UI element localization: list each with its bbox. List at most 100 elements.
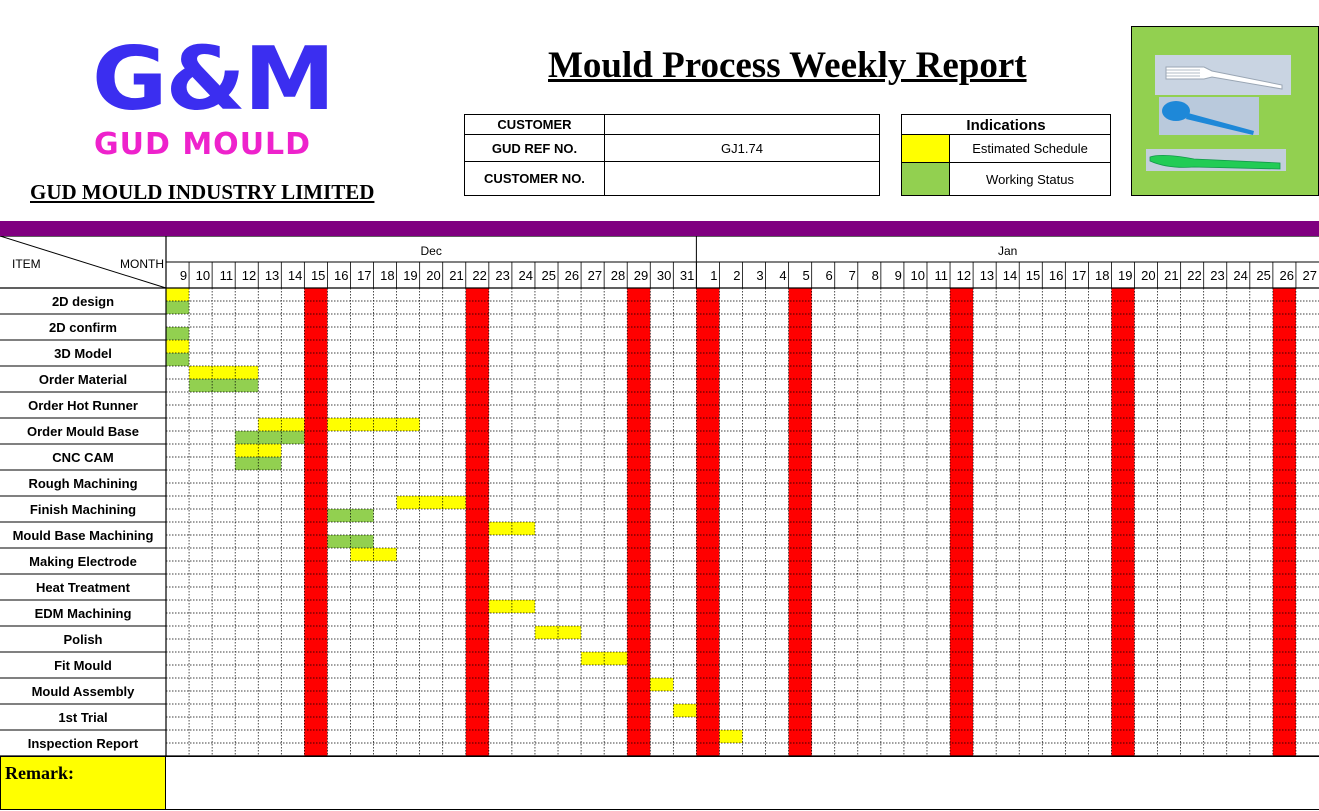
info-row-customer: CUSTOMER <box>465 115 879 135</box>
info-label: CUSTOMER <box>465 115 605 134</box>
process-item-label: Fit Mould <box>54 658 112 673</box>
legend-item-working: Working Status <box>902 163 1110 195</box>
day-label: 3 <box>756 268 763 283</box>
day-label: 9 <box>895 268 902 283</box>
working-bar <box>166 353 190 366</box>
day-label: 17 <box>1072 268 1086 283</box>
company-name: GUD MOULD INDUSTRY LIMITED <box>30 180 375 204</box>
working-swatch <box>902 163 950 195</box>
day-label: 18 <box>1095 268 1109 283</box>
day-label: 10 <box>911 268 925 283</box>
indications-legend: Indications Estimated Schedule Working S… <box>901 114 1111 196</box>
day-label: 20 <box>1141 268 1155 283</box>
day-label: 8 <box>872 268 879 283</box>
info-label: CUSTOMER NO. <box>465 162 605 195</box>
process-item-label: Finish Machining <box>30 502 136 517</box>
estimated-bar <box>719 730 743 743</box>
day-label: 12 <box>242 268 256 283</box>
process-item-label: Heat Treatment <box>36 580 131 595</box>
process-item-label: CNC CAM <box>52 450 113 465</box>
day-label: 23 <box>1210 268 1224 283</box>
spoon-icon <box>1162 101 1254 135</box>
process-item-label: Order Hot Runner <box>28 398 138 413</box>
day-label: 12 <box>957 268 971 283</box>
process-item-label: Mould Base Machining <box>13 528 154 543</box>
holiday-column <box>696 288 720 756</box>
knife-icon <box>1149 155 1281 170</box>
remark-field[interactable] <box>166 756 1319 810</box>
day-label: 14 <box>1003 268 1017 283</box>
process-item-label: Rough Machining <box>28 476 137 491</box>
customer-info-table: CUSTOMER GUD REF NO. GJ1.74 CUSTOMER NO. <box>464 114 880 196</box>
day-label: 11 <box>220 268 234 283</box>
day-label: 30 <box>657 268 671 283</box>
month-label: Jan <box>998 244 1017 258</box>
day-label: 26 <box>565 268 579 283</box>
day-label: 1 <box>710 268 717 283</box>
process-item-label: 1st Trial <box>58 710 107 725</box>
holiday-column <box>1272 288 1296 756</box>
day-label: 6 <box>826 268 833 283</box>
day-label: 5 <box>802 268 809 283</box>
day-label: 18 <box>380 268 394 283</box>
month-header-label: MONTH <box>120 257 164 271</box>
working-bar <box>166 301 190 314</box>
day-label: 21 <box>1164 268 1178 283</box>
process-item-label: Inspection Report <box>28 736 139 751</box>
customer-field[interactable] <box>605 115 879 134</box>
info-row-customer-no: CUSTOMER NO. <box>465 162 879 195</box>
process-item-label: Order Material <box>39 372 127 387</box>
day-label: 31 <box>680 268 694 283</box>
estimated-bar <box>189 366 259 379</box>
day-label: 27 <box>1303 268 1317 283</box>
day-label: 14 <box>288 268 302 283</box>
estimated-bar <box>166 340 190 353</box>
day-label: 19 <box>1118 268 1132 283</box>
day-label: 28 <box>611 268 625 283</box>
product-image <box>1131 26 1319 196</box>
day-label: 20 <box>426 268 440 283</box>
day-label: 16 <box>1049 268 1063 283</box>
day-label: 4 <box>779 268 786 283</box>
day-label: 17 <box>357 268 371 283</box>
day-label: 26 <box>1279 268 1293 283</box>
legend-item-estimated: Estimated Schedule <box>902 135 1110 163</box>
info-label: GUD REF NO. <box>465 135 605 161</box>
estimated-bar <box>396 496 466 509</box>
working-bar <box>235 431 305 444</box>
day-label: 9 <box>180 268 187 283</box>
working-bar <box>327 509 374 522</box>
day-label: 11 <box>935 268 949 283</box>
day-label: 29 <box>634 268 648 283</box>
process-item-label: 2D confirm <box>49 320 117 335</box>
customer-no-field[interactable] <box>605 162 879 195</box>
day-label: 19 <box>403 268 417 283</box>
gud-ref-field[interactable]: GJ1.74 <box>721 140 763 156</box>
company-logo: G&M <box>92 28 335 130</box>
day-label: 21 <box>449 268 463 283</box>
process-item-label: Polish <box>63 632 102 647</box>
estimated-bar <box>166 288 190 301</box>
day-label: 7 <box>849 268 856 283</box>
process-item-label: EDM Machining <box>35 606 132 621</box>
day-label: 15 <box>1026 268 1040 283</box>
estimated-swatch <box>902 135 950 162</box>
estimated-bar <box>534 626 582 639</box>
report-title: Mould Process Weekly Report <box>548 45 1027 86</box>
day-label: 24 <box>1233 268 1247 283</box>
estimated-bar <box>350 548 397 561</box>
day-label: 25 <box>542 268 556 283</box>
legend-label: Working Status <box>986 171 1074 187</box>
legend-label: Estimated Schedule <box>972 141 1088 156</box>
header-divider-bar <box>0 221 1319 236</box>
info-row-ref: GUD REF NO. GJ1.74 <box>465 135 879 162</box>
fork-icon <box>1165 66 1283 90</box>
estimated-bar <box>673 704 697 717</box>
working-bar <box>189 379 259 392</box>
process-item-label: 3D Model <box>54 346 112 361</box>
corner-diagonal <box>0 236 167 289</box>
day-label: 2 <box>733 268 740 283</box>
day-label: 13 <box>265 268 279 283</box>
day-label: 24 <box>518 268 532 283</box>
day-label: 22 <box>472 268 486 283</box>
